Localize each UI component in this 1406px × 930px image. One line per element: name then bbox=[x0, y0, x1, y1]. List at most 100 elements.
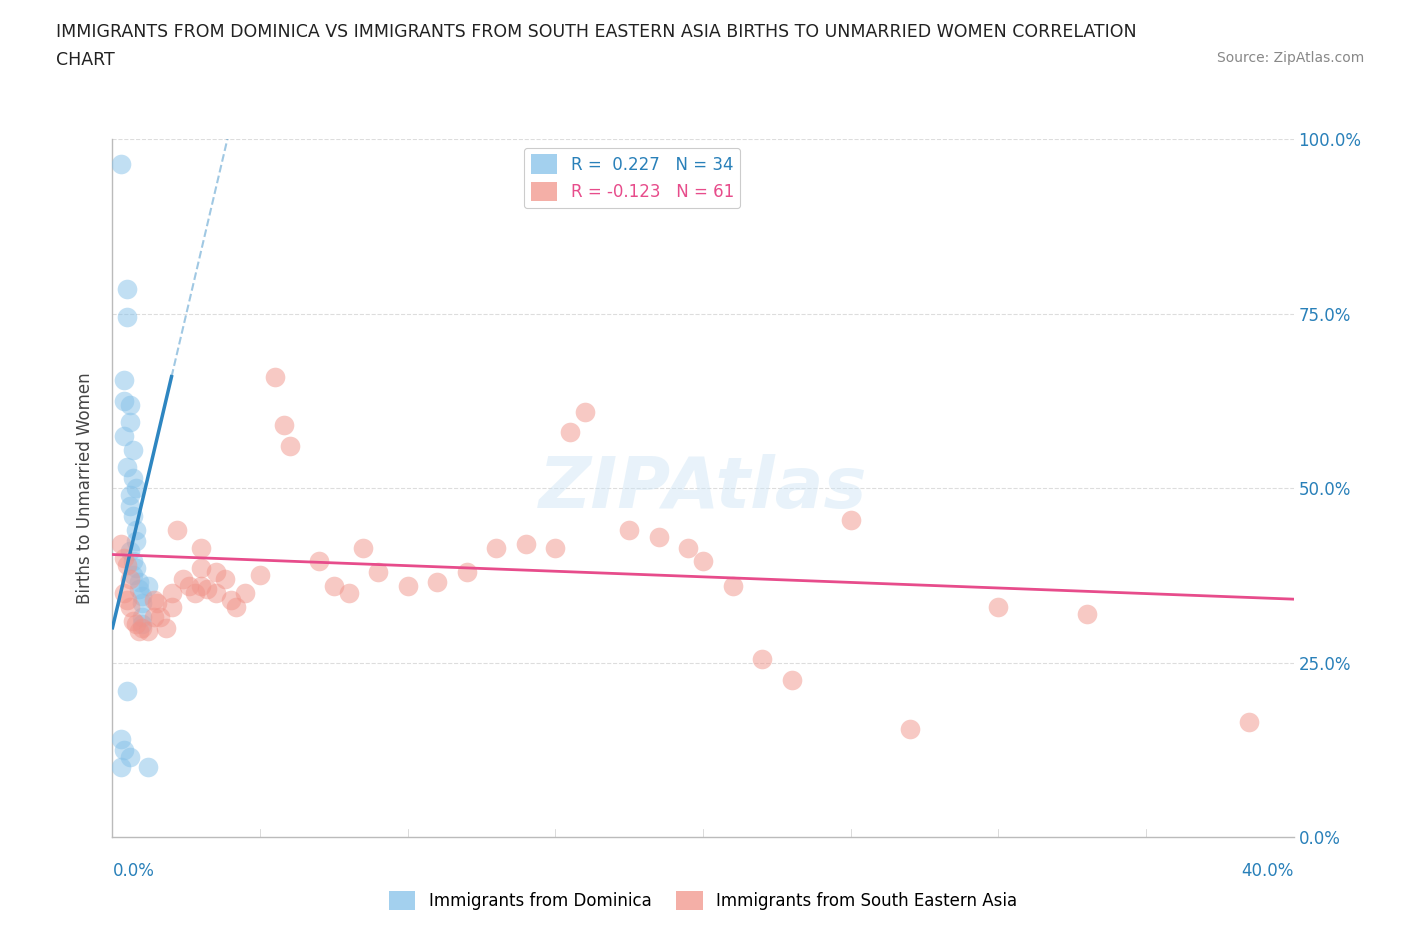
Point bbox=[142, 592, 165, 607]
Point bbox=[273, 418, 295, 433]
Point bbox=[117, 310, 138, 325]
Point bbox=[112, 373, 135, 388]
Point bbox=[219, 592, 242, 607]
Point bbox=[120, 498, 142, 513]
Point bbox=[190, 561, 212, 576]
Point bbox=[125, 523, 148, 538]
Point bbox=[544, 540, 567, 555]
Point bbox=[142, 610, 165, 625]
Point bbox=[120, 488, 142, 503]
Point bbox=[112, 551, 135, 565]
Point bbox=[120, 571, 142, 587]
Point bbox=[214, 571, 236, 587]
Point bbox=[110, 732, 132, 747]
Point bbox=[278, 439, 301, 454]
Point bbox=[122, 471, 145, 485]
Point bbox=[155, 620, 177, 635]
Point bbox=[1076, 606, 1098, 621]
Point bbox=[131, 596, 153, 611]
Point bbox=[780, 672, 803, 687]
Point bbox=[117, 558, 138, 573]
Text: ZIPAtlas: ZIPAtlas bbox=[538, 454, 868, 523]
Point bbox=[367, 565, 389, 579]
Point bbox=[323, 578, 346, 593]
Point bbox=[249, 568, 271, 583]
Point bbox=[110, 537, 132, 551]
Y-axis label: Births to Unmarried Women: Births to Unmarried Women bbox=[76, 372, 94, 604]
Point bbox=[190, 578, 212, 593]
Point bbox=[308, 554, 330, 569]
Point bbox=[128, 582, 150, 597]
Point bbox=[125, 617, 148, 631]
Point bbox=[160, 600, 183, 615]
Point bbox=[839, 512, 862, 527]
Point bbox=[122, 568, 145, 583]
Text: 0.0%: 0.0% bbox=[112, 862, 155, 880]
Point bbox=[120, 415, 142, 430]
Point bbox=[117, 683, 138, 698]
Point bbox=[172, 571, 194, 587]
Text: Source: ZipAtlas.com: Source: ZipAtlas.com bbox=[1216, 51, 1364, 65]
Point bbox=[678, 540, 700, 555]
Point bbox=[205, 565, 228, 579]
Point bbox=[110, 760, 132, 775]
Point bbox=[485, 540, 508, 555]
Point bbox=[112, 393, 135, 408]
Point bbox=[131, 610, 153, 625]
Point bbox=[1239, 714, 1261, 729]
Point bbox=[117, 282, 138, 297]
Point bbox=[264, 369, 287, 384]
Point bbox=[751, 652, 773, 667]
Legend: R =  0.227   N = 34, R = -0.123   N = 61: R = 0.227 N = 34, R = -0.123 N = 61 bbox=[524, 148, 741, 208]
Text: 40.0%: 40.0% bbox=[1241, 862, 1294, 880]
Point bbox=[125, 561, 148, 576]
Point bbox=[179, 578, 201, 593]
Point bbox=[146, 596, 169, 611]
Point bbox=[112, 429, 135, 444]
Text: CHART: CHART bbox=[56, 51, 115, 69]
Point bbox=[352, 540, 374, 555]
Point bbox=[619, 523, 641, 538]
Point bbox=[131, 620, 153, 635]
Point bbox=[125, 533, 148, 548]
Point bbox=[131, 617, 153, 631]
Point bbox=[122, 509, 145, 524]
Point bbox=[558, 425, 582, 440]
Point bbox=[128, 575, 150, 590]
Point bbox=[987, 600, 1010, 615]
Point bbox=[225, 600, 247, 615]
Point bbox=[120, 543, 142, 558]
Point bbox=[426, 575, 449, 590]
Point bbox=[122, 614, 145, 629]
Point bbox=[112, 742, 135, 757]
Point bbox=[166, 523, 188, 538]
Point bbox=[160, 586, 183, 601]
Point bbox=[647, 530, 671, 545]
Point bbox=[456, 565, 478, 579]
Point bbox=[120, 750, 142, 764]
Point bbox=[122, 443, 145, 458]
Point bbox=[184, 586, 207, 601]
Point bbox=[195, 582, 218, 597]
Point bbox=[120, 397, 142, 412]
Point bbox=[396, 578, 419, 593]
Legend: Immigrants from Dominica, Immigrants from South Eastern Asia: Immigrants from Dominica, Immigrants fro… bbox=[382, 884, 1024, 917]
Point bbox=[122, 554, 145, 569]
Point bbox=[136, 578, 159, 593]
Point bbox=[205, 586, 228, 601]
Point bbox=[110, 156, 132, 171]
Point bbox=[131, 589, 153, 604]
Text: IMMIGRANTS FROM DOMINICA VS IMMIGRANTS FROM SOUTH EASTERN ASIA BIRTHS TO UNMARRI: IMMIGRANTS FROM DOMINICA VS IMMIGRANTS F… bbox=[56, 23, 1137, 41]
Point bbox=[117, 460, 138, 474]
Point bbox=[721, 578, 744, 593]
Point bbox=[337, 586, 360, 601]
Point bbox=[233, 586, 256, 601]
Point bbox=[898, 722, 921, 737]
Point bbox=[136, 624, 159, 639]
Point bbox=[120, 600, 142, 615]
Point bbox=[125, 481, 148, 496]
Point bbox=[128, 624, 150, 639]
Point bbox=[112, 586, 135, 601]
Point bbox=[515, 537, 537, 551]
Point bbox=[692, 554, 714, 569]
